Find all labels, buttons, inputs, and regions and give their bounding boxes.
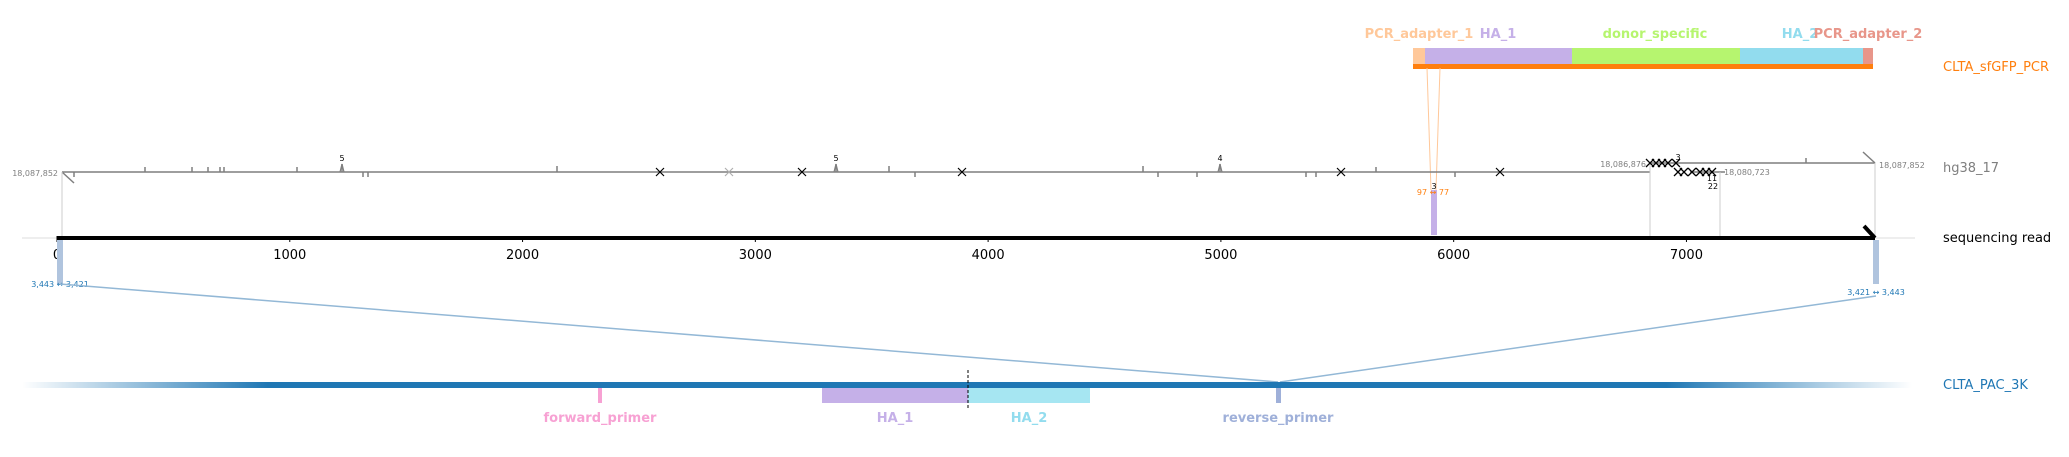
read-pac-connector-line-right [1279, 295, 1877, 383]
genome-coord-right: 18,087,852 [1879, 161, 1925, 170]
read-axis-tick-label: 5000 [1204, 248, 1237, 263]
deletion-x-mark [1679, 167, 1689, 177]
ha-1-block [1425, 48, 1572, 65]
genome-left-hook [61, 171, 75, 184]
donor-specific-block [1572, 48, 1740, 65]
pcr-adapter-2-block [1863, 48, 1873, 65]
read-pac-connector-line-left [59, 283, 1279, 383]
deletion-x-mark [1663, 158, 1673, 168]
genome-track-label: hg38_17 [1943, 161, 1999, 176]
pac-ha-1-block [822, 388, 968, 403]
reverse-primer-block [1276, 388, 1281, 403]
pac-ha-2-block [968, 388, 1090, 403]
pcr-backbone-line [1413, 64, 1873, 69]
pcr-feature-label-ha-1: HA_1 [1480, 27, 1517, 42]
insertion-count-label: 4 [1217, 154, 1222, 163]
pac-track: forward_primer HA_1 HA_2 reverse_primer … [22, 370, 2028, 426]
deletion-x-mark [1687, 167, 1697, 177]
insertion-count-label: 5 [339, 154, 344, 163]
deletion-x-mark [1707, 167, 1717, 177]
read-axis-tick-label: 6000 [1437, 248, 1470, 263]
read-right-alignment-block [1873, 240, 1879, 284]
read-track-label: sequencing read [1943, 231, 2051, 246]
genome-dense-marks [1645, 158, 1717, 177]
pcr-adapter-1-block [1413, 48, 1425, 65]
genome-track: 5 5 4 3 11 22 3 18,087,852 18,087,852 18… [12, 151, 1999, 238]
insertion-marker [833, 163, 839, 173]
pcr-feature-label-donor-specific: donor_specific [1603, 27, 1708, 42]
pac-backbone [22, 382, 1912, 388]
deletion-x-mark [957, 167, 967, 177]
deletion-x-mark [1671, 158, 1681, 168]
pcr-connector-line-a [1426, 67, 1432, 191]
read-end-hook [1862, 224, 1877, 240]
insertion-count-label: 22 [1708, 182, 1718, 191]
read-pac-connector [59, 283, 1877, 383]
pcr-feature-label-pcr-adapter-1: PCR_adapter_1 [1365, 27, 1474, 42]
insertion-marker [1217, 163, 1223, 173]
deletion-x-mark [1495, 167, 1505, 177]
genome-variant-ticks [73, 158, 1807, 177]
insertion-count-label: 3 [1675, 153, 1680, 162]
read-axis-tick-label: 2000 [506, 248, 539, 263]
genome-pcr-count-label: 3 [1431, 182, 1436, 191]
pac-feature-label-ha-2: HA_2 [1011, 411, 1048, 426]
pcr-feature-label-ha-2: HA_2 [1782, 27, 1819, 42]
pac-feature-label-forward-primer: forward_primer [544, 411, 658, 426]
insertion-count-label: 11 [1707, 174, 1717, 183]
pcr-track: PCR_adapter_1 HA_1 donor_specific HA_2 P… [1365, 27, 2049, 75]
deletion-x-mark [797, 167, 807, 177]
read-axis-tick-label: 7000 [1670, 248, 1703, 263]
genome-deletion-marks [655, 167, 1505, 177]
read-axis-tick-label: 1000 [273, 248, 306, 263]
read-axis-tick-label: 3000 [739, 248, 772, 263]
insertion-count-label: 5 [833, 154, 838, 163]
pcr-connector-line-b [1435, 67, 1441, 191]
ha-2-block [1740, 48, 1863, 65]
read-right-pair-label: 3,421 ↔ 3,443 [1847, 288, 1905, 297]
read-track: 01000200030004000500060007000 sequencing… [22, 224, 2051, 297]
deletion-x-mark-faint [724, 167, 734, 177]
genome-coord-left: 18,087,852 [12, 169, 58, 178]
pac-feature-label-ha-1: HA_1 [877, 411, 914, 426]
pcr-read-connector: 97 ↔ 77 [1417, 67, 1449, 235]
pcr-feature-label-pcr-adapter-2: PCR_adapter_2 [1814, 27, 1923, 42]
deletion-x-mark [655, 167, 665, 177]
read-axis-tick-label: 4000 [972, 248, 1005, 263]
genome-coord-mid-right: 18,080,723 [1724, 168, 1770, 177]
pcr-pair-label: 97 ↔ 77 [1417, 188, 1449, 197]
forward-primer-block [598, 388, 602, 403]
read-left-alignment-block [57, 240, 63, 284]
insertion-marker [339, 163, 345, 173]
pcr-track-label: CLTA_sfGFP_PCR [1943, 60, 2049, 75]
deletion-x-mark [1336, 167, 1346, 177]
genome-right-hook [1862, 151, 1876, 164]
pac-feature-label-reverse-primer: reverse_primer [1223, 411, 1335, 426]
genome-coord-mid-left: 18,086,876 [1600, 160, 1646, 169]
read-axis-ticks: 01000200030004000500060007000 [53, 236, 1703, 263]
pcr-read-alignment-block [1431, 190, 1437, 235]
pac-track-label: CLTA_PAC_3K [1943, 378, 2028, 393]
